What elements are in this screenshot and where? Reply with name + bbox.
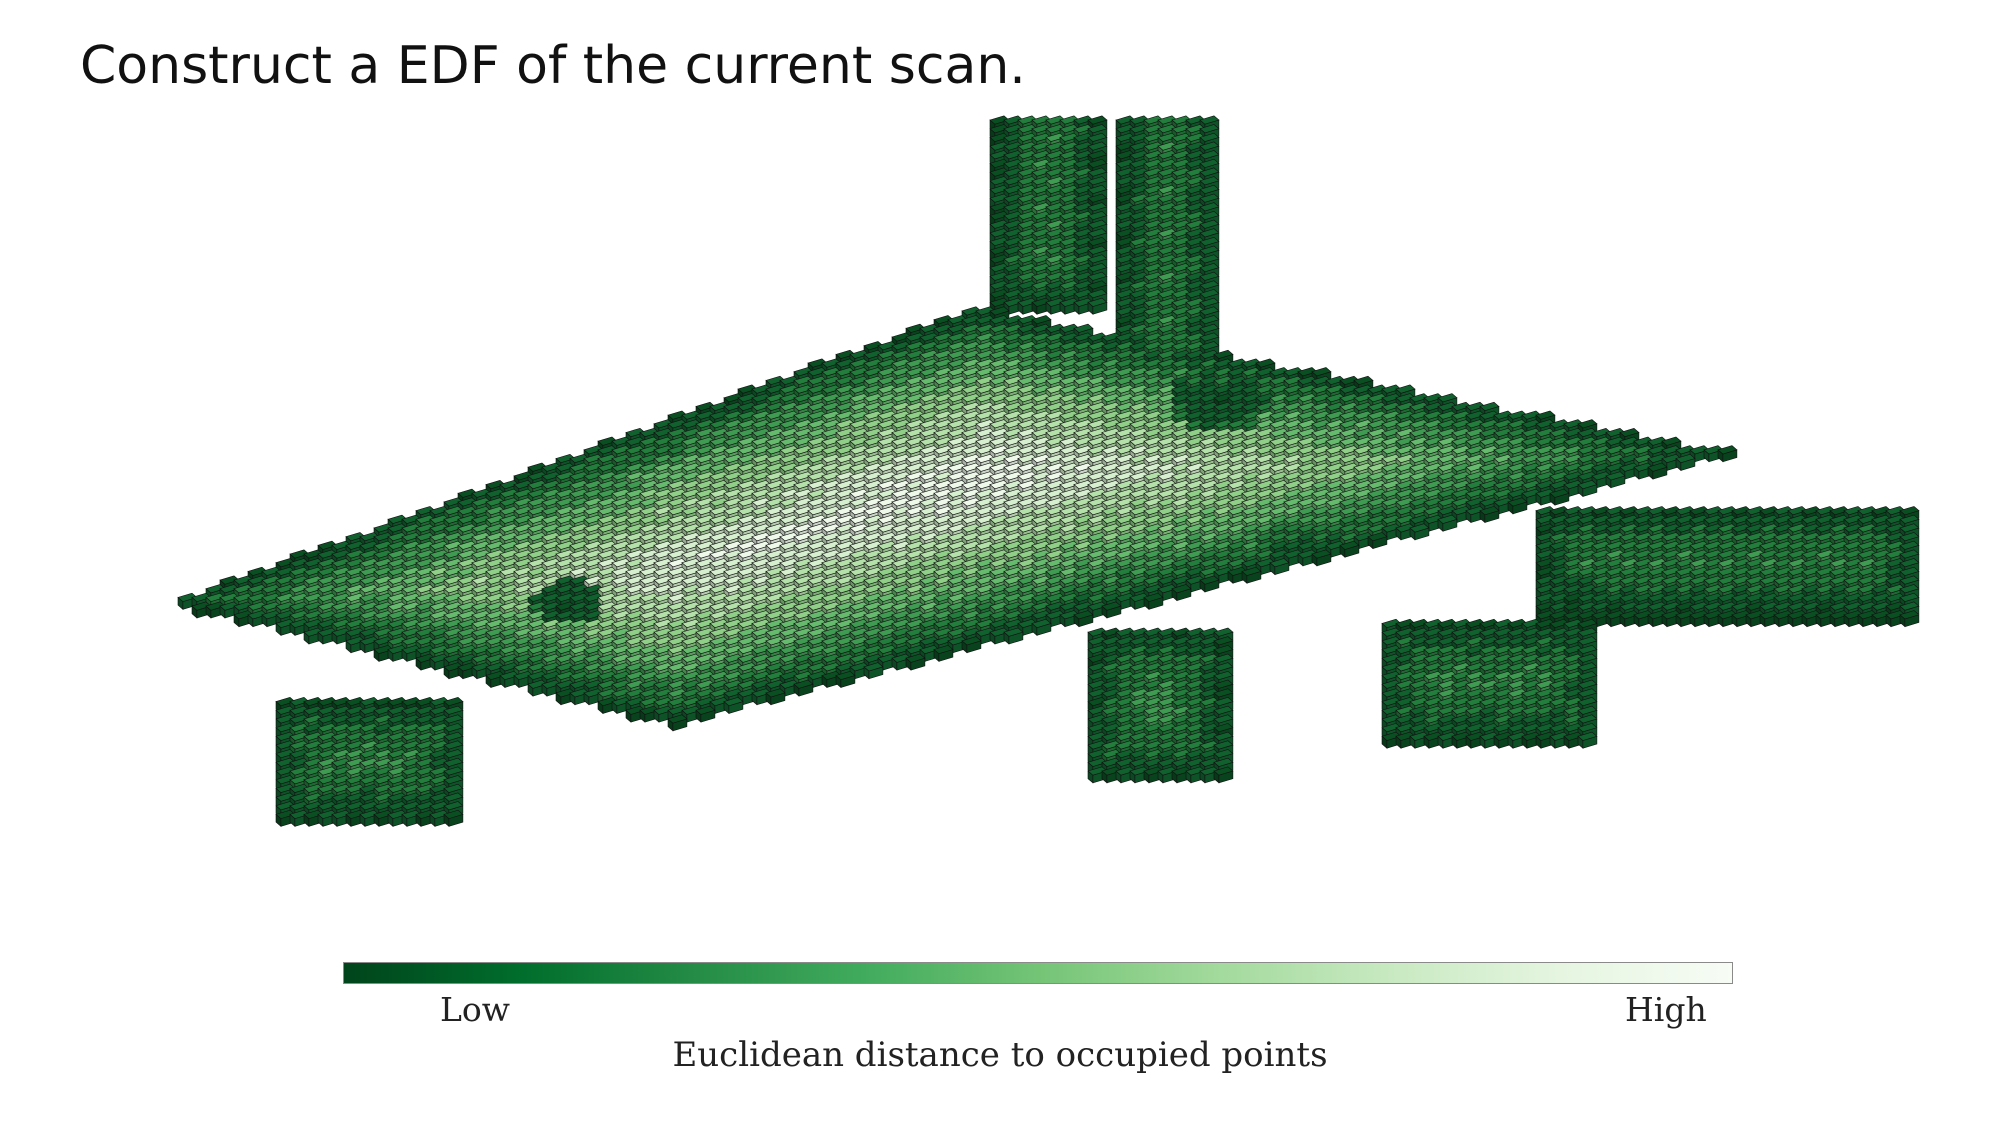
slide-title: Construct a EDF of the current scan. (80, 36, 1026, 96)
voxel-face (1199, 193, 1220, 203)
voxel-face (1087, 167, 1108, 177)
voxel-edf-map (177, 115, 1920, 827)
voxel-face (1087, 210, 1108, 221)
voxel-face (1087, 176, 1108, 186)
voxel-face (1199, 219, 1220, 229)
voxel-face (1087, 219, 1108, 229)
voxel-face (1087, 141, 1108, 151)
voxel-face (1199, 141, 1220, 151)
voxel-face (1199, 184, 1220, 194)
voxel-face (1087, 228, 1108, 238)
voxel-face (1199, 132, 1220, 142)
voxel-face (1087, 202, 1108, 212)
voxel-face (1087, 115, 1108, 125)
voxel-face (1199, 176, 1220, 186)
voxel-face (1199, 158, 1220, 168)
voxel-face (1199, 124, 1220, 134)
voxel-face (1199, 167, 1220, 177)
voxel-face (1087, 184, 1108, 194)
voxel-face (1087, 193, 1108, 203)
voxel-face (1199, 210, 1220, 221)
voxel-face (1087, 158, 1108, 168)
voxel-face (1199, 115, 1220, 125)
voxel-face (1199, 150, 1220, 160)
voxel-face (1087, 132, 1108, 142)
voxel-face (1087, 150, 1108, 160)
voxel-layer (177, 115, 1920, 827)
voxel-face (1199, 202, 1220, 212)
voxel-face (1087, 124, 1108, 134)
